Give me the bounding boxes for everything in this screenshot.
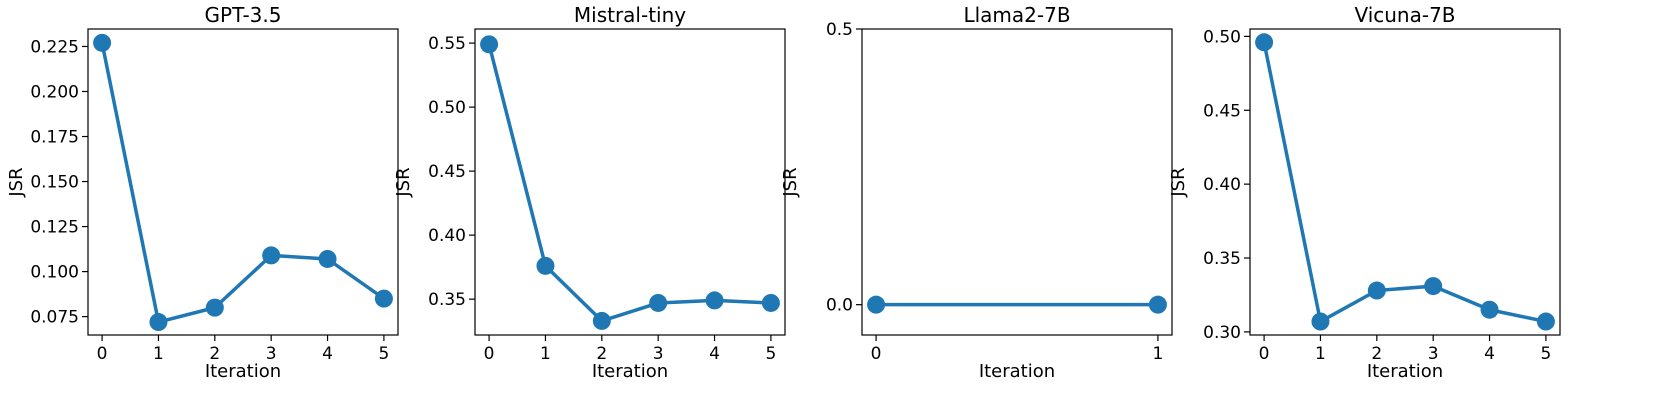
data-point: [867, 295, 886, 314]
x-tick-label: 2: [596, 344, 607, 364]
x-tick-label: 3: [1428, 344, 1439, 364]
data-point: [761, 293, 780, 312]
x-axis-label: Iteration: [205, 361, 281, 382]
x-tick-label: 1: [153, 344, 164, 364]
x-tick-label: 4: [322, 344, 333, 364]
y-tick-label: 0.175: [30, 128, 79, 148]
y-tick-label: 0.150: [30, 173, 79, 193]
plot-frame: [861, 28, 1173, 336]
data-point: [318, 249, 337, 268]
y-tick-label: 0.5: [826, 20, 853, 40]
data-point: [705, 291, 724, 310]
x-tick-label: 0: [871, 344, 882, 364]
x-tick-label: 4: [709, 344, 720, 364]
x-tick-label: 3: [653, 344, 664, 364]
y-axis-label: JSR: [6, 167, 27, 197]
chart-title: Mistral-tiny: [574, 3, 686, 27]
y-tick-label: 0.55: [428, 34, 466, 54]
x-tick-label: 5: [378, 344, 389, 364]
y-axis-label: JSR: [780, 167, 801, 197]
data-point: [1367, 281, 1386, 300]
data-point: [149, 313, 168, 332]
data-point: [592, 311, 611, 330]
y-tick-label: 0.50: [1203, 27, 1241, 47]
y-tick-label: 0.45: [428, 162, 466, 182]
x-tick-label: 4: [1484, 344, 1495, 364]
chart-title: Llama2-7B: [963, 3, 1070, 27]
data-point: [1148, 295, 1167, 314]
x-tick-label: 0: [484, 344, 495, 364]
x-tick-label: 1: [1152, 344, 1163, 364]
y-tick-label: 0.30: [1203, 323, 1241, 343]
plot-frame: [474, 28, 786, 336]
x-axis-label: Iteration: [1367, 361, 1443, 382]
data-point: [1480, 300, 1499, 319]
x-axis-label: Iteration: [592, 361, 668, 382]
data-point: [374, 289, 393, 308]
x-tick-label: 3: [266, 344, 277, 364]
data-point: [1424, 277, 1443, 296]
chart-panel-1: Mistral-tiny 0 1 2 3 4 5 0.35 0.40 0.45 0.50 0.55 It…: [393, 3, 786, 382]
data-point: [536, 256, 555, 275]
chart-title: Vicuna-7B: [1354, 3, 1455, 27]
x-tick-label: 1: [1315, 344, 1326, 364]
data-point: [262, 246, 281, 265]
y-tick-label: 0.075: [30, 308, 79, 328]
data-point: [1311, 312, 1330, 331]
x-tick-label: 2: [1371, 344, 1382, 364]
y-axis-label: JSR: [1168, 167, 1189, 197]
y-tick-label: 0.200: [30, 82, 79, 102]
series-line: [1262, 41, 1547, 324]
y-axis-label: JSR: [393, 167, 414, 197]
chart-panel-2: Llama2-7B 0 1 0.0 0.5 Iteration JSR: [780, 3, 1173, 382]
chart-panel-3: Vicuna-7B 0 1 2 3 4 5 0.30 0.35 0.40 0.45 0.50 Itera…: [1168, 3, 1561, 382]
y-tick-label: 0.40: [428, 226, 466, 246]
data-point: [93, 33, 112, 52]
y-tick-label: 0.50: [428, 98, 466, 118]
chart-panel-0: GPT-3.5 0 1 2 3 4 5 0.075 0.100 0.125 0.150 0.175 0.…: [6, 3, 399, 382]
x-tick-label: 5: [765, 344, 776, 364]
x-tick-label: 0: [97, 344, 108, 364]
y-tick-label: 0.225: [30, 37, 79, 57]
data-point: [1536, 312, 1555, 331]
y-tick-label: 0.35: [428, 290, 466, 310]
plot-frame: [1249, 28, 1561, 336]
data-point: [649, 293, 668, 312]
y-tick-label: 0.40: [1203, 175, 1241, 195]
y-tick-label: 0.100: [30, 263, 79, 283]
y-tick-label: 0.35: [1203, 249, 1241, 269]
y-tick-label: 0.45: [1203, 101, 1241, 121]
data-point: [1255, 33, 1274, 52]
x-tick-label: 0: [1259, 344, 1270, 364]
x-tick-label: 1: [540, 344, 551, 364]
x-tick-label: 5: [1540, 344, 1551, 364]
series-line: [100, 42, 385, 324]
x-tick-label: 2: [209, 344, 220, 364]
y-tick-label: 0.125: [30, 218, 79, 238]
series-line: [487, 43, 771, 323]
chart-title: GPT-3.5: [205, 3, 282, 27]
data-point: [480, 35, 499, 54]
y-tick-label: 0.0: [826, 296, 853, 316]
data-point: [205, 298, 224, 317]
x-axis-label: Iteration: [979, 361, 1055, 382]
plot-frame: [87, 28, 399, 336]
